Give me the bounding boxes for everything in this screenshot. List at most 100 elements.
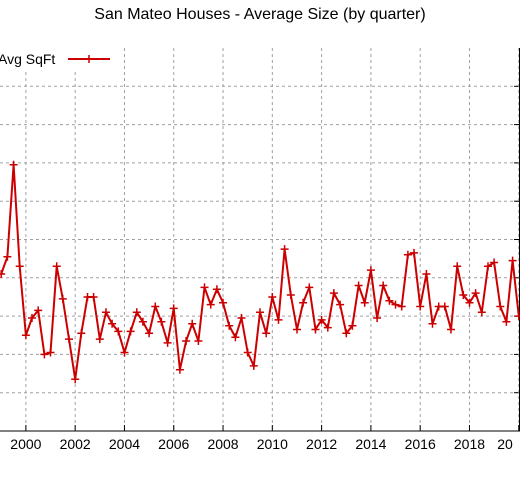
data-point-marker [231,333,240,342]
data-point-marker [34,306,43,315]
data-point-marker [373,314,382,322]
data-point-marker [206,300,215,309]
series-layer [0,160,520,384]
data-point-marker [416,302,425,311]
data-point-marker [317,315,326,324]
data-point-marker [262,329,271,338]
x-tick-label: 2012 [306,436,337,452]
data-point-marker [71,375,80,384]
data-point-marker [0,270,6,278]
data-point-marker [422,270,431,278]
data-point-marker [219,298,227,307]
data-point-marker [447,325,455,334]
data-point-marker [52,262,61,271]
data-point-marker [502,317,511,326]
data-point-marker [508,256,517,265]
data-point-marker [465,298,474,307]
data-point-marker [3,252,12,261]
data-point-marker [440,302,449,311]
x-tick-label: 2018 [454,436,485,452]
data-point-marker [132,308,141,317]
data-point-marker [182,337,191,345]
data-point-marker [280,245,289,254]
x-tick-label: 2006 [158,436,189,452]
legend: Avg SqFt [0,46,114,72]
data-point-marker [360,298,369,307]
data-point-marker [188,319,197,328]
data-point-marker [490,258,499,267]
data-point-marker [9,160,18,169]
data-point-marker [342,329,351,338]
data-point-marker [138,317,147,326]
data-point-marker [477,308,486,317]
legend-label: Avg SqFt [0,51,55,67]
data-point-marker [329,289,338,298]
data-point-marker [194,337,203,345]
data-point-marker [157,317,166,326]
chart-title: San Mateo Houses - Average Size (by quar… [94,6,425,23]
data-point-marker [311,325,320,334]
data-point-marker [274,315,283,324]
data-point-marker [348,321,357,330]
data-point-marker [89,293,98,301]
data-point-marker [175,365,184,374]
data-point-marker [268,293,277,301]
legend-marker [85,55,93,63]
data-point-marker [200,283,209,292]
data-point-marker [212,285,221,294]
x-tick-label: 2000 [10,436,41,452]
data-point-marker [293,325,301,334]
data-point-marker [169,304,178,313]
data-point-marker [366,266,375,275]
data-point-marker [46,348,55,357]
data-point-marker [40,350,49,359]
data-point-marker [15,262,24,271]
x-tick-label: 2002 [60,436,91,452]
data-point-marker [453,262,462,271]
data-point-marker [151,302,160,311]
data-point-marker [323,323,332,332]
x-tick-label: 2008 [207,436,238,452]
x-tick-label: 2016 [405,436,436,452]
data-point-marker [385,296,394,305]
data-point-marker [102,308,110,317]
data-point-marker [410,248,418,257]
data-point-marker [514,312,520,321]
data-point-marker [77,329,86,338]
data-point-marker [237,314,246,322]
data-point-marker [471,289,480,298]
data-point-marker [58,294,67,303]
data-point-marker [108,319,117,328]
data-point-marker [336,300,345,309]
data-point-marker [459,291,468,299]
data-point-marker [21,331,30,340]
x-tick-label: 2010 [257,436,288,452]
x-tick-label: 20 [497,436,513,452]
data-point-marker [145,329,154,338]
data-point-marker [484,262,492,271]
data-point-marker [299,298,308,307]
data-point-marker [305,283,314,292]
data-point-marker [403,250,412,259]
data-point-marker [496,302,505,311]
data-point-marker [243,348,252,357]
data-point-marker [65,335,73,344]
data-point-marker [379,281,388,290]
data-point-marker [428,319,437,328]
x-tick-label: 2014 [355,436,386,452]
data-point-marker [120,348,129,357]
x-axis-ticks: 2000 2002 2004 2006 2008 2010 2012 2014 2016 2018… [10,436,513,452]
data-point-marker [391,300,400,309]
data-point-marker [225,321,234,330]
data-point-marker [95,335,104,344]
data-point-marker [126,327,135,336]
data-point-marker [286,291,295,299]
series-line [0,164,520,380]
data-point-marker [256,308,264,317]
x-tick-label: 2004 [109,436,140,452]
data-point-marker [114,327,123,336]
data-point-marker [354,281,363,290]
data-point-marker [249,361,258,370]
grid [0,48,520,432]
